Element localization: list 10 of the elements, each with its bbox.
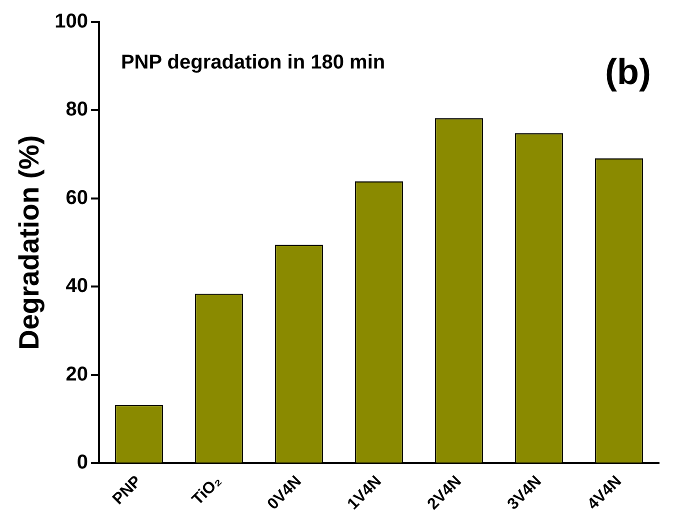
- x-tick-label: TiO₂: [189, 472, 225, 509]
- y-tick-label: 0: [76, 452, 88, 474]
- y-tick-label: 80: [66, 98, 88, 121]
- y-axis-title: Degradation (%): [14, 135, 45, 350]
- annotation: (b): [605, 50, 651, 92]
- y-tick-label: 60: [66, 186, 88, 209]
- y-tick-label: 40: [66, 275, 88, 298]
- annotation: PNP degradation in 180 min: [120, 52, 386, 74]
- y-tick-label: 100: [54, 10, 88, 33]
- y-tick-label: 20: [66, 363, 88, 386]
